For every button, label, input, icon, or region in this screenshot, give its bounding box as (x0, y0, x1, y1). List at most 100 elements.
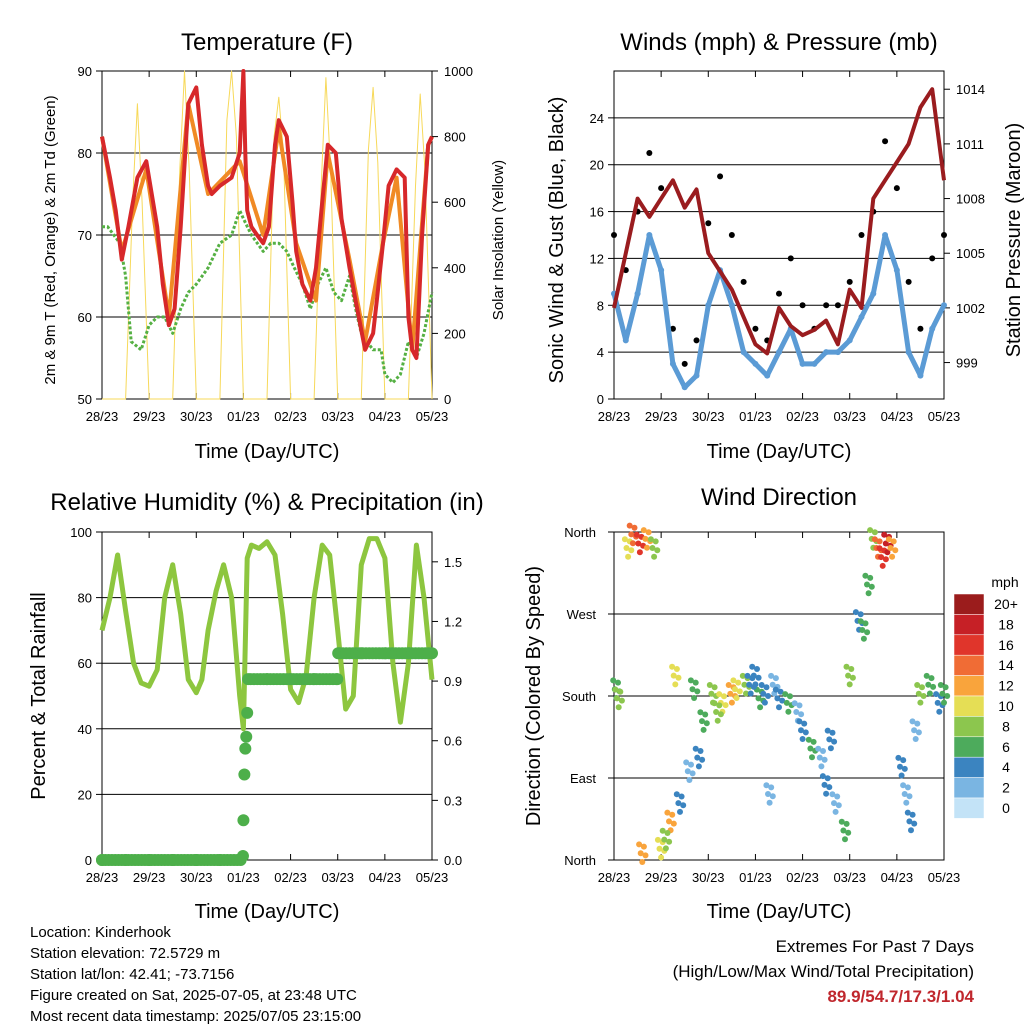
series-line-2m-td (102, 208, 434, 385)
direction-point (754, 666, 760, 672)
legend-label: 6 (1002, 739, 1010, 755)
legend-swatch (953, 634, 985, 656)
direction-point (669, 811, 676, 818)
pressure-line (612, 87, 946, 356)
direction-point (777, 688, 784, 695)
direction-point (831, 800, 837, 807)
direction-point (617, 688, 624, 695)
chart-panel-3: Relative Humidity (%) & Precipitation (i… (28, 489, 484, 923)
y-tick-label: 0 (597, 392, 604, 407)
direction-point (749, 663, 756, 670)
direction-point (904, 809, 911, 816)
legend-label: 20+ (994, 596, 1018, 612)
direction-point (944, 693, 951, 699)
y-tick-label: 4 (597, 345, 604, 360)
legend-label: 2 (1002, 780, 1010, 796)
direction-point (706, 682, 713, 688)
direction-point (680, 802, 687, 809)
direction-point (689, 686, 696, 693)
wind-point (681, 384, 688, 391)
direction-point (791, 700, 798, 707)
location-text: Location: Kinderhook (30, 924, 171, 941)
direction-point (765, 693, 772, 699)
direction-point (659, 827, 666, 834)
x-tick-label: 05/23 (928, 409, 961, 424)
direction-point (857, 611, 864, 618)
direction-point (901, 791, 908, 797)
direction-point (689, 770, 696, 777)
direction-point (722, 702, 729, 709)
direction-point (675, 674, 682, 681)
direction-point (683, 759, 690, 766)
direction-point (760, 690, 767, 697)
y-right-tick-label: 0 (444, 392, 451, 407)
y-axis-label: 2m & 9m T (Red, Orange) & 2m Td (Green) (42, 95, 59, 384)
direction-point (827, 745, 834, 752)
precip-point (240, 730, 253, 743)
legend-title: mph (991, 574, 1018, 590)
direction-point (664, 809, 671, 816)
direction-point (697, 709, 704, 716)
direction-point (868, 583, 875, 590)
wind-point (776, 349, 782, 356)
y-tick-label: 40 (78, 722, 92, 737)
direction-point (649, 545, 656, 551)
direction-point (727, 690, 734, 697)
legend-swatch (953, 756, 985, 778)
y-axis-label: Sonic Wind & Gust (Blue, Black) (546, 97, 568, 384)
x-tick-label: 01/23 (227, 870, 260, 885)
x-tick-label: 28/23 (86, 409, 119, 424)
legend-label: 8 (1002, 718, 1010, 734)
direction-point (798, 727, 804, 734)
direction-point (662, 845, 669, 852)
direction-point (716, 702, 723, 709)
direction-point (805, 736, 812, 743)
direction-point (809, 754, 815, 761)
direction-point (695, 763, 702, 770)
x-tick-label: 03/23 (833, 870, 866, 885)
direction-point (772, 686, 779, 693)
direction-point (829, 791, 836, 798)
direction-point (628, 531, 635, 538)
y-tick-label: 60 (78, 656, 92, 671)
x-tick-label: 29/23 (645, 870, 678, 885)
wind-point (882, 232, 889, 238)
direction-point (878, 554, 885, 561)
wind-point (669, 360, 676, 367)
direction-point (934, 699, 941, 706)
x-tick-label: 01/23 (227, 409, 260, 424)
direction-point (678, 793, 685, 800)
direction-point (906, 793, 913, 800)
chart-title: Relative Humidity (%) & Precipitation (i… (50, 489, 483, 516)
direction-point (810, 738, 817, 745)
y-tick-label: 20 (78, 787, 92, 802)
created-text: Figure created on Sat, 2025-07-05, at 23… (30, 987, 357, 1004)
direction-point (835, 802, 842, 809)
direction-point (758, 682, 765, 688)
wind-point (646, 232, 653, 238)
chart-title: Wind Direction (701, 484, 857, 511)
direction-point (793, 709, 800, 715)
direction-point (865, 590, 872, 597)
direction-point (766, 799, 773, 806)
chart-title: Winds (mph) & Pressure (mb) (620, 29, 937, 56)
y-right-tick-label: 1000 (444, 64, 473, 79)
direction-point (640, 843, 647, 850)
gust-point (882, 138, 889, 145)
x-tick-label: 04/23 (369, 870, 402, 885)
wind-point (658, 267, 665, 274)
direction-point (779, 697, 786, 704)
chart-title: Temperature (F) (181, 29, 353, 56)
direction-point (807, 745, 814, 752)
direction-point (626, 522, 633, 529)
y-right-tick-label: 1005 (956, 246, 985, 261)
y-axis-label: Direction (Colored By Speed) (523, 566, 545, 826)
direction-point (669, 663, 676, 670)
direction-point (857, 618, 864, 625)
direction-point (692, 679, 699, 686)
wind-point (811, 360, 818, 367)
y-right-tick-label: 0.9 (444, 674, 462, 689)
y-tick-label: North (564, 525, 596, 540)
direction-point (691, 695, 698, 701)
